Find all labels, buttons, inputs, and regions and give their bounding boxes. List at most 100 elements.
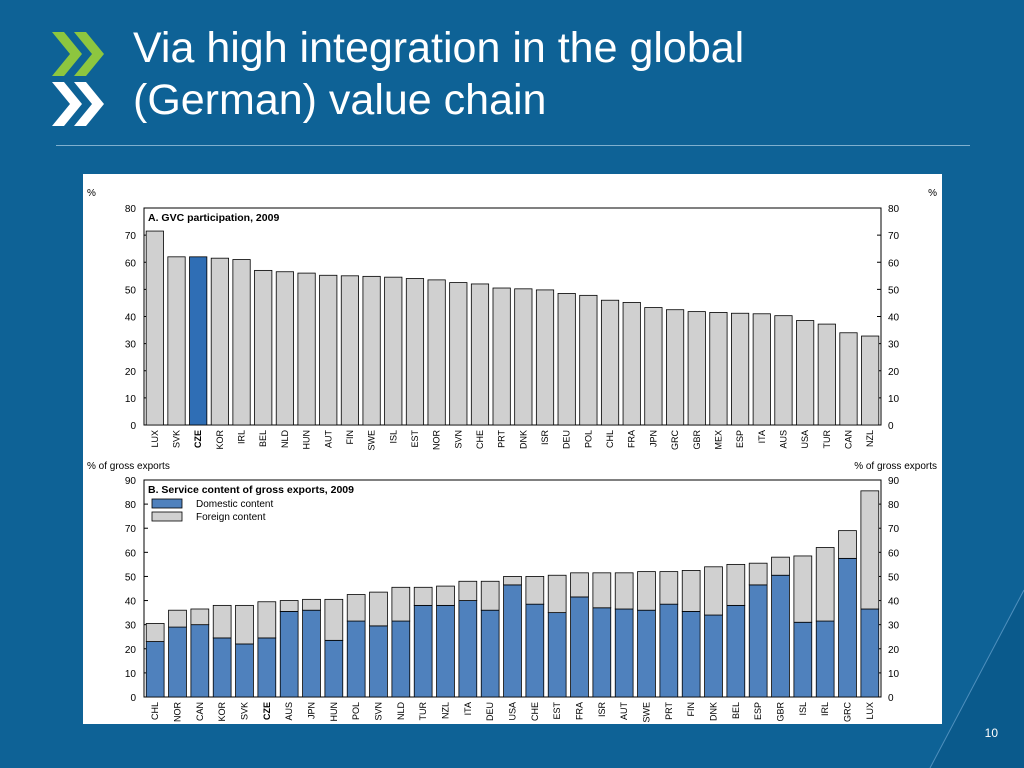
category-label-usa: USA (508, 702, 518, 721)
bar-fra (622, 301, 641, 426)
bar-foreign-can (190, 608, 210, 626)
category-label-swe: SWE (367, 430, 377, 451)
category-label-chl: CHL (605, 430, 615, 448)
category-label-grc: GRC (843, 702, 853, 723)
panel-a-ytick-label-left: 60 (125, 258, 137, 269)
bar-isr (535, 289, 555, 426)
category-label-mex: MEX (713, 430, 723, 450)
category-label-hun: HUN (302, 430, 312, 450)
panel-a-ytick-label-left: 80 (125, 204, 137, 215)
category-label-tur: TUR (822, 430, 832, 449)
bar-foreign-fra (570, 572, 589, 598)
category-label-gbr: GBR (776, 702, 786, 722)
category-label-aut: AUT (323, 429, 333, 448)
charts-svg: % % 0 0 10 10 20 20 30 30 40 40 50 50 60 60 70 70 80 80 A. G… (87, 188, 937, 723)
panel-b-right-unit: % of gross exports (854, 461, 937, 472)
oecd-chevron-logo (52, 32, 104, 126)
bar-foreign-prt (659, 571, 679, 605)
slide-number: 10 (984, 726, 998, 740)
bar-foreign-svn (369, 591, 388, 627)
category-label-svn: SVN (453, 430, 463, 449)
panel-b-ytick-label-left: 60 (125, 548, 137, 559)
chart-panel: %% 0 0 10 10 20 20 30 30 40 40 50 50 60 60 70 70 80 80 A. G… (83, 174, 942, 724)
bar-domestic-swe (637, 609, 656, 698)
bar-esp (731, 312, 750, 426)
legend-label-domestic: Domestic content (196, 499, 273, 510)
bar-gbr (687, 311, 706, 426)
category-label-esp: ESP (753, 702, 763, 720)
category-label-bel: BEL (731, 702, 741, 719)
category-label-dnk: DNK (709, 702, 719, 721)
bar-foreign-jpn (302, 598, 321, 611)
category-label-isr: ISR (540, 430, 550, 446)
category-label-est: EST (410, 430, 420, 448)
bar-che (470, 283, 490, 426)
bar-foreign-deu (480, 580, 500, 611)
category-label-usa: USA (800, 430, 810, 449)
panel-a-ytick-label-left: 0 (130, 421, 136, 432)
bar-domestic-grc (838, 557, 857, 698)
bar-est (405, 278, 425, 426)
bar-domestic-svk (235, 643, 254, 698)
panel-b-ytick-label-right: 40 (888, 597, 900, 608)
panel-a-ytick-label-right: 20 (888, 367, 900, 378)
panel-b-ytick-label-right: 90 (888, 476, 900, 487)
bar-lux (145, 230, 164, 426)
bar-aut (319, 274, 338, 426)
panel-b-ytick-label-left: 20 (125, 645, 137, 656)
bar-domestic-jpn (302, 609, 321, 698)
category-label-est: EST (552, 702, 562, 720)
bar-foreign-grc (838, 530, 857, 559)
category-label-che: CHE (530, 702, 540, 721)
category-label-isr: ISR (597, 702, 607, 718)
panel-b-ytick-label-right: 30 (888, 621, 900, 632)
bar-domestic-chl (145, 641, 165, 698)
panel-b-ytick-label-left: 80 (125, 500, 137, 511)
panel-a-ytick-label-left: 20 (125, 367, 137, 378)
category-label-esp: ESP (735, 430, 745, 448)
bar-chl (600, 299, 620, 426)
category-label-lux: LUX (150, 430, 160, 448)
bar-nor (427, 279, 446, 426)
bar-domestic-prt (659, 603, 679, 698)
bar-swe (362, 275, 381, 426)
category-label-svk: SVK (240, 702, 250, 720)
panel-b-ytick-label-right: 10 (888, 669, 900, 680)
bar-domestic-est (547, 612, 567, 698)
panel-a-ytick-label-right: 10 (888, 394, 900, 405)
panel-a-ytick-label-right: 30 (888, 340, 900, 351)
legend-label-foreign: Foreign content (196, 512, 266, 523)
category-label-aut: AUT (619, 701, 629, 720)
panel-b-ytick-label-left: 0 (130, 693, 136, 704)
panel-a-ytick-label-left: 50 (125, 285, 137, 296)
bar-foreign-dnk (704, 566, 723, 616)
bar-foreign-est (547, 574, 567, 614)
bar-hun (297, 272, 316, 426)
category-label-pol: POL (583, 430, 593, 448)
bar-foreign-pol (346, 594, 366, 622)
category-label-can: CAN (843, 430, 853, 449)
bar-bel (254, 269, 273, 426)
bar-irl (232, 259, 251, 426)
category-label-grc: GRC (670, 430, 680, 451)
bar-svn (449, 282, 468, 426)
slide-title-line1: Via high integration in the global (133, 24, 745, 72)
category-label-isl: ISL (798, 702, 808, 716)
category-label-hun: HUN (329, 702, 339, 722)
category-label-jpn: JPN (307, 702, 317, 719)
category-label-nld: NLD (396, 702, 406, 721)
category-label-gbr: GBR (692, 430, 702, 450)
bar-foreign-svk (235, 604, 254, 645)
bar-foreign-ita (458, 580, 478, 601)
panel-b-ytick-label-right: 60 (888, 548, 900, 559)
category-label-fin: FIN (345, 430, 355, 445)
bar-foreign-usa (503, 576, 522, 586)
bar-domestic-tur (413, 604, 433, 698)
bar-domestic-usa (503, 584, 522, 698)
bar-domestic-lux (860, 608, 880, 698)
panel-b-ytick-label-right: 50 (888, 572, 900, 583)
bar-ita (752, 313, 771, 426)
legend-swatch-foreign (151, 511, 183, 522)
bar-domestic-irl (815, 620, 835, 698)
panel-a-ytick-label-right: 60 (888, 258, 900, 269)
